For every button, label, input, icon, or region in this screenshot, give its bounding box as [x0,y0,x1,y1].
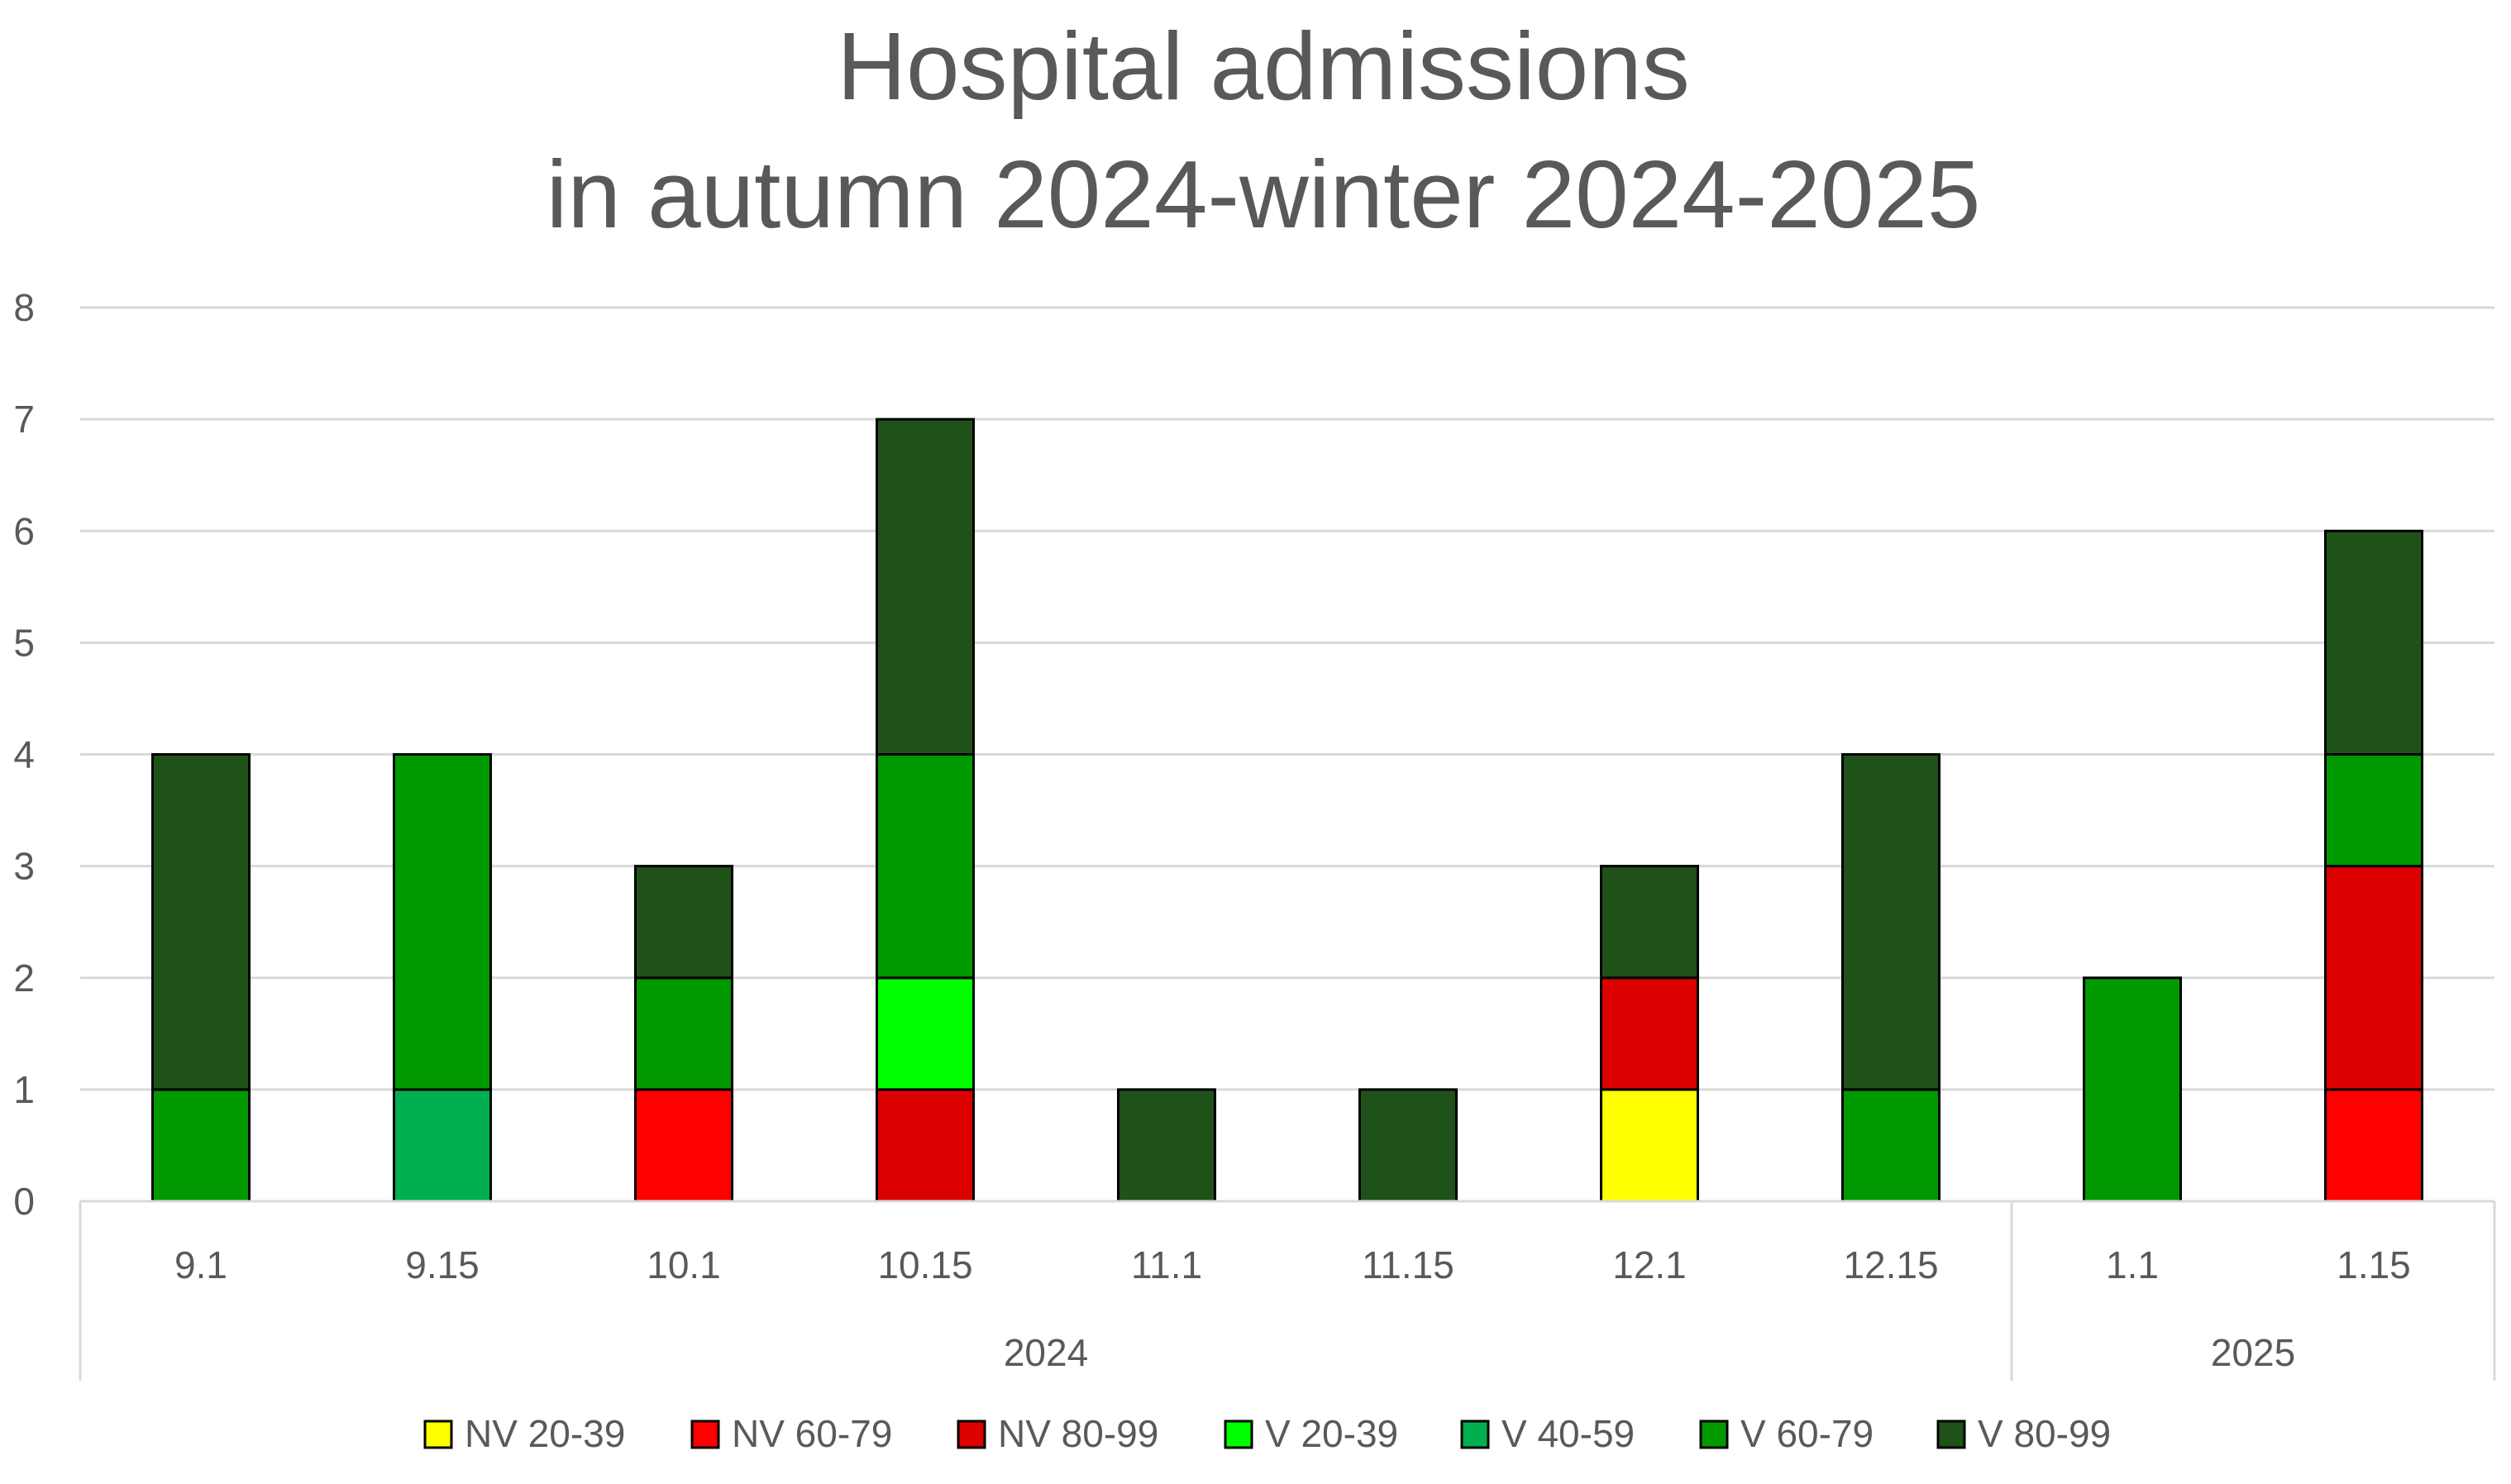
bar-segment-9.1-v-60-79 [151,1088,251,1203]
legend-label-v-60-79: V 60-79 [1740,1412,1874,1455]
bar-segment-1.15-v-60-79 [2324,753,2423,868]
bar-segment-12.1-v-80-99 [1600,865,1699,980]
bar-segment-10.1-v-80-99 [634,865,733,980]
x-tick-label-1.1: 1.1 [2106,1243,2159,1286]
x-tick-label-10.1: 10.1 [647,1243,721,1286]
x-tick-label-11.15: 11.15 [1362,1243,1454,1286]
bar-segment-12.15-v-60-79 [1841,1088,1941,1203]
y-tick-label-1: 1 [13,1068,35,1111]
y-tick-label-6: 6 [13,509,35,552]
bar-segment-1.15-nv-60-79 [2324,1088,2423,1203]
x-tick-label-12.15: 12.15 [1843,1243,1938,1286]
chart-title-line-2: in autumn 2024-winter 2024-2025 [547,141,1981,248]
bar-segment-1.1-v-60-79 [2083,976,2182,1203]
bar-segment-12.15-v-80-99 [1841,753,1941,1091]
legend-swatch-nv-60-79 [690,1420,720,1449]
bar-segment-12.1-nv-20-39 [1600,1088,1699,1203]
x-group-label-2025: 2025 [2211,1331,2295,1374]
bar-segment-10.15-v-60-79 [876,753,975,980]
x-tick-label-10.15: 10.15 [877,1243,972,1286]
x-axis [79,1200,2496,1381]
y-axis-ticks: 0 1 2 3 4 5 6 7 8 [13,286,35,1223]
x-tick-label-9.15: 9.15 [405,1243,480,1286]
bar-segment-10.1-nv-60-79 [634,1088,733,1203]
x-tick-label-11.1: 11.1 [1131,1243,1202,1286]
bar-segment-12.1-nv-80-99 [1600,976,1699,1091]
x-tick-label-12.1: 12.1 [1612,1243,1687,1286]
y-tick-label-2: 2 [13,957,35,1000]
x-group-label-2024: 2024 [1004,1331,1088,1374]
bar-segment-10.15-nv-80-99 [876,1088,975,1203]
legend-label-nv-20-39: NV 20-39 [465,1412,625,1455]
legend-swatch-nv-20-39 [423,1420,453,1449]
x-tick-label-1.15: 1.15 [2337,1243,2411,1286]
legend-label-v-20-39: V 20-39 [1265,1412,1398,1455]
y-tick-label-7: 7 [13,398,35,441]
bar-segment-11.15-v-80-99 [1358,1088,1458,1203]
chart-title-line-1: Hospital admissions [837,12,1690,120]
legend-swatch-v-20-39 [1224,1420,1253,1449]
bar-segment-10.15-v-80-99 [876,418,975,756]
legend-label-nv-80-99: NV 80-99 [998,1412,1158,1455]
y-tick-label-0: 0 [13,1180,35,1223]
bar-segment-1.15-nv-80-99 [2324,865,2423,1091]
bar-segment-10.1-v-60-79 [634,976,733,1091]
bar-segment-10.15-v-20-39 [876,976,975,1091]
bar-segment-9.1-v-80-99 [151,753,251,1091]
bars [151,418,2423,1203]
legend-label-nv-60-79: NV 60-79 [732,1412,892,1455]
legend-swatch-v-80-99 [1936,1420,1966,1449]
y-tick-label-8: 8 [13,286,35,329]
y-tick-label-3: 3 [13,845,35,888]
x-axis-labels: 9.1 9.15 10.1 10.15 11.1 11.15 12.1 12.15 1.1 1.1… [174,1243,2411,1374]
legend-label-v-40-59: V 40-59 [1501,1412,1635,1455]
bar-segment-11.1-v-80-99 [1117,1088,1216,1203]
y-tick-label-4: 4 [13,733,35,776]
legend-swatch-nv-80-99 [957,1420,986,1449]
legend-swatch-v-60-79 [1699,1420,1729,1449]
y-tick-label-5: 5 [13,621,35,664]
legend-swatch-v-40-59 [1460,1420,1490,1449]
legend: NV 20-39 NV 60-79 NV 80-99 V 20-39 V 40-59 V … [423,1412,2111,1455]
bar-segment-9.15-v-60-79 [393,753,492,1091]
bar-segment-1.15-v-80-99 [2324,529,2423,756]
legend-label-v-80-99: V 80-99 [1978,1412,2111,1455]
bar-segment-9.15-v-40-59 [393,1088,492,1203]
x-tick-label-9.1: 9.1 [174,1243,227,1286]
